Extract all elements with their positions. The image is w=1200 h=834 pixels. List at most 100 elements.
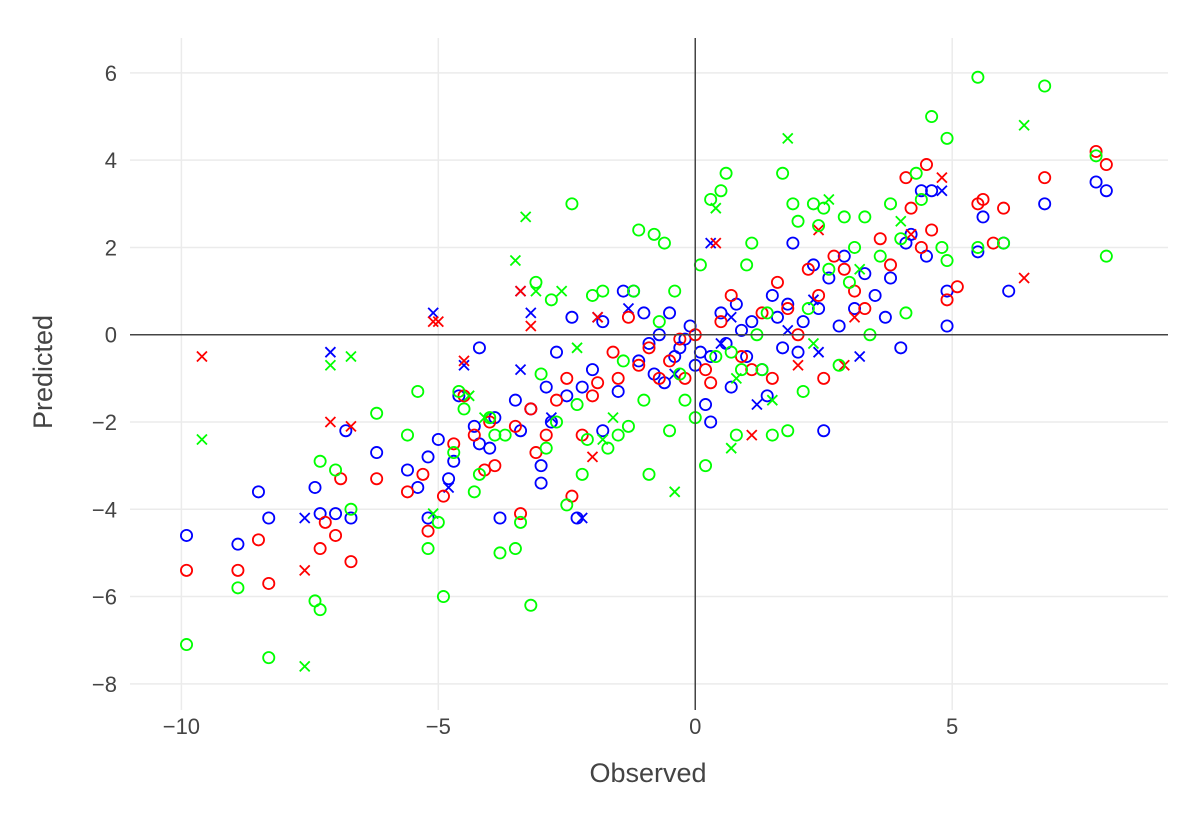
scatter-point (436, 489, 450, 503)
scatter-point (699, 398, 713, 412)
scatter-point (914, 184, 928, 198)
scatter-point (585, 389, 599, 403)
scatter-point (611, 384, 625, 398)
scatter-point (714, 184, 728, 198)
scatter-point (699, 363, 713, 377)
scatter-point (873, 249, 887, 263)
scatter-point (950, 280, 964, 294)
scatter-point (796, 315, 810, 329)
scatter-point (318, 515, 332, 529)
scatter-point-x (427, 307, 439, 319)
scatter-point-x (525, 320, 537, 332)
scatter-point (791, 214, 805, 228)
scatter-point (550, 393, 564, 407)
scatter-point (801, 302, 815, 316)
scatter-point (601, 441, 615, 455)
scatter-point (421, 542, 435, 556)
scatter-point (596, 424, 610, 438)
scatter-point (884, 197, 898, 211)
scatter-point (724, 345, 738, 359)
scatter-point (262, 511, 276, 525)
scatter-point-x (812, 346, 825, 358)
y-tick-label: 6 (105, 61, 117, 86)
scatter-point (868, 288, 882, 302)
y-tick-label: −8 (92, 672, 117, 697)
scatter-point (724, 380, 738, 394)
y-tick-label: −2 (92, 410, 117, 435)
scatter-point (791, 345, 805, 359)
scatter-point-x (725, 311, 737, 323)
scatter-point (550, 345, 564, 359)
scatter-point (611, 371, 625, 385)
scatter-point (796, 384, 810, 398)
scatter-point (693, 258, 707, 272)
scatter-point-x (571, 342, 583, 354)
scatter-point (899, 306, 913, 320)
scatter-point-x (514, 363, 527, 376)
scatter-point-x (936, 171, 948, 184)
scatter-point-x (1018, 119, 1030, 131)
scatter-point (313, 603, 327, 617)
scatter-point (508, 419, 522, 433)
scatter-point (411, 384, 425, 398)
scatter-point (745, 363, 759, 377)
scatter-point (467, 419, 481, 433)
scatter-point (632, 354, 646, 368)
scatter-point (329, 507, 343, 521)
scatter-point (447, 437, 461, 451)
scatter-point (534, 367, 548, 381)
scatter-point-x (591, 311, 604, 323)
scatter-point (971, 240, 985, 254)
scatter-point (508, 393, 522, 407)
scatter-point (776, 166, 790, 180)
scatter-point (894, 232, 908, 246)
scatter-point (1089, 149, 1103, 163)
scatter-point (709, 350, 723, 364)
scatter-point (663, 306, 677, 320)
y-tick-label: 0 (105, 323, 117, 348)
scatter-point-x (427, 507, 439, 520)
scatter-point (925, 110, 939, 124)
scatter-point (447, 446, 461, 460)
scatter-point (524, 402, 538, 416)
scatter-point (565, 197, 579, 211)
scatter-point (467, 428, 481, 442)
scatter-point (776, 341, 790, 355)
scatter-point (858, 210, 872, 224)
scatter-point (971, 70, 985, 84)
scatter-point-x (458, 355, 470, 367)
scatter-point-x (324, 416, 337, 428)
scatter-point (724, 288, 738, 302)
scatter-point (822, 262, 836, 276)
scatter-point (827, 249, 841, 263)
scatter-point-x (576, 512, 588, 524)
scatter-point (740, 258, 754, 272)
scatter-point (529, 275, 543, 289)
scatter-point (344, 555, 358, 569)
scatter-point (765, 371, 779, 385)
scatter-point (770, 275, 784, 289)
scatter-point-x (525, 307, 537, 319)
scatter-point (637, 393, 651, 407)
scatter-point-x (812, 224, 825, 236)
x-tick-label: −10 (163, 714, 200, 739)
x-tick-label: 0 (689, 714, 701, 739)
scatter-point (313, 454, 327, 468)
scatter-point (904, 201, 918, 215)
scatter-point (231, 563, 245, 577)
scatter-point (1038, 79, 1052, 93)
x-tick-label: −5 (426, 714, 451, 739)
scatter-point (313, 542, 327, 556)
scatter-point (884, 258, 898, 272)
scatter-point (627, 284, 641, 298)
scatter-point (534, 476, 548, 490)
scatter-point-x (710, 202, 722, 214)
scatter-point-x (586, 451, 599, 463)
scatter-point-x (463, 390, 475, 402)
scatter-point (663, 424, 677, 438)
scatter-point-x (710, 237, 722, 249)
scatter-point (493, 546, 507, 560)
scatter-point (560, 498, 574, 512)
scatter-point (591, 376, 605, 390)
scatter-point (914, 192, 928, 206)
